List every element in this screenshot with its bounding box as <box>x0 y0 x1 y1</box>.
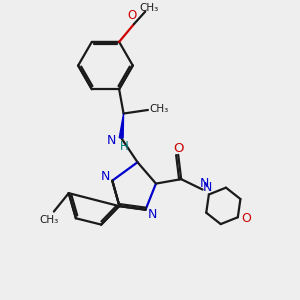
Text: N: N <box>107 134 116 147</box>
Text: N: N <box>147 208 157 221</box>
Text: CH₃: CH₃ <box>149 104 168 114</box>
Text: O: O <box>241 212 251 225</box>
Text: N: N <box>200 177 209 190</box>
Text: O: O <box>173 142 184 155</box>
Polygon shape <box>119 113 124 138</box>
Text: CH₃: CH₃ <box>40 215 59 225</box>
Text: H: H <box>120 140 128 153</box>
Text: CH₃: CH₃ <box>139 3 158 13</box>
Text: O: O <box>128 9 137 22</box>
Text: N: N <box>203 182 212 194</box>
Text: N: N <box>101 170 110 183</box>
